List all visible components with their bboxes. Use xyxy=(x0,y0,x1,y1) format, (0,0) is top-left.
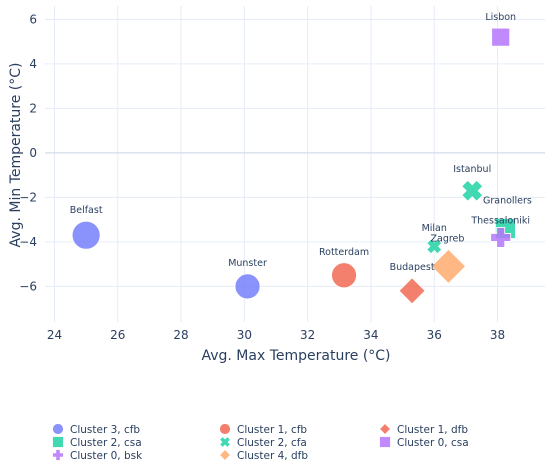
legend-item-cluster-0-csa[interactable]: Cluster 0, csa xyxy=(379,436,469,450)
legend-label: Cluster 0, csa xyxy=(397,437,469,449)
y-tick-label: 2 xyxy=(29,101,37,115)
legend-marker-x xyxy=(218,435,232,449)
x-tick-label: 26 xyxy=(110,328,125,342)
y-tick-label: −6 xyxy=(19,279,37,293)
y-tick-label: −4 xyxy=(19,235,37,249)
point-labels: Belfast Munster Rotterdam Budapest Granoller… xyxy=(70,12,532,273)
grid xyxy=(45,6,545,322)
point-label-belfast: Belfast xyxy=(70,205,103,216)
point-label-istanbul: Istanbul xyxy=(453,164,491,175)
legend-marker-square xyxy=(379,436,391,448)
legend-label: Cluster 1, dfb xyxy=(397,424,468,436)
legend-marker-square xyxy=(52,436,64,448)
x-tick-label: 34 xyxy=(363,328,378,342)
x-tick-label: 38 xyxy=(490,328,505,342)
legend-item-cluster-0-bsk[interactable]: Cluster 0, bsk xyxy=(52,449,144,463)
point-label-lisbon: Lisbon xyxy=(485,12,516,23)
legend-item-cluster-2-cfa[interactable]: Cluster 2, cfa xyxy=(217,434,307,450)
legend-label: Cluster 2, csa xyxy=(70,437,142,449)
legend-item-cluster-1-dfb[interactable]: Cluster 1, dfb xyxy=(378,422,469,437)
point-milan xyxy=(426,238,443,255)
point-label-thessaloniki: Thessaloniki xyxy=(470,215,530,226)
point-thessaloniki xyxy=(490,227,512,248)
x-tick-label: 24 xyxy=(47,328,62,342)
point-zagreb xyxy=(430,248,467,284)
legend-marker-diamond xyxy=(218,448,232,462)
point-rotterdam xyxy=(331,262,357,289)
y-tick-label: 6 xyxy=(29,12,37,26)
x-axis-title: Avg. Max Temperature (°C) xyxy=(201,348,390,364)
y-tick-label: −2 xyxy=(19,190,37,204)
point-lisbon xyxy=(491,27,511,47)
point-label-granollers: Granollers xyxy=(483,196,532,207)
legend-marker-cross xyxy=(52,449,64,461)
x-tick-label: 36 xyxy=(427,328,442,342)
y-tick-label: 0 xyxy=(29,146,37,160)
legend-item-cluster-2-csa[interactable]: Cluster 2, csa xyxy=(52,436,142,450)
point-label-budapest: Budapest xyxy=(390,262,435,273)
y-axis-title: Avg. Min Temperature (°C) xyxy=(8,63,24,248)
point-budapest xyxy=(398,277,426,305)
data-points xyxy=(71,27,516,305)
legend-marker-diamond xyxy=(378,422,392,436)
x-tick-label: 32 xyxy=(300,328,315,342)
point-belfast xyxy=(71,220,101,250)
point-istanbul xyxy=(461,179,484,202)
legend-item-cluster-4-dfb[interactable]: Cluster 4, dfb xyxy=(218,448,309,463)
legend-marker-circle xyxy=(52,423,64,435)
legend-label: Cluster 4, dfb xyxy=(237,450,308,462)
x-tick-label: 28 xyxy=(173,328,188,342)
point-munster xyxy=(234,273,261,300)
legend-label: Cluster 2, cfa xyxy=(237,437,307,449)
legend-item-cluster-3-cfb[interactable]: Cluster 3, cfb xyxy=(52,423,141,437)
y-tick-label: 4 xyxy=(29,57,37,71)
x-tick-label: 30 xyxy=(237,328,252,342)
point-label-munster: Munster xyxy=(228,258,267,269)
legend-label: Cluster 1, cfb xyxy=(237,424,307,436)
point-label-rotterdam: Rotterdam xyxy=(319,247,369,258)
point-label-zagreb: Zagreb xyxy=(431,233,465,244)
legend-label: Cluster 0, bsk xyxy=(70,450,143,462)
legend-label: Cluster 3, cfb xyxy=(70,424,140,436)
legend: Cluster 3, cfb Cluster 1, cfb Cluster 1, d… xyxy=(52,422,469,463)
legend-marker-circle xyxy=(219,423,231,435)
point-label-milan: Milan xyxy=(422,223,447,234)
legend-item-cluster-1-cfb[interactable]: Cluster 1, cfb xyxy=(219,423,308,437)
